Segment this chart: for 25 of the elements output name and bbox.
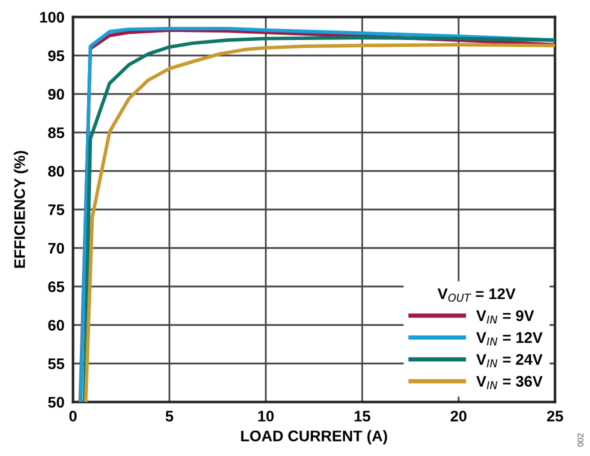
x-tick-label: 10: [258, 410, 274, 422]
y-tick-label: 80: [48, 166, 64, 177]
y-axis-title: EFFICIENCY (%): [14, 150, 28, 268]
x-tick-label: 0: [69, 410, 77, 422]
x-axis-title: LOAD CURRENT (A): [241, 430, 388, 444]
legend-label: V$_{IN}$ = 24V: [476, 354, 543, 368]
y-tick-label: 65: [48, 281, 64, 292]
legend-label: V$_{IN}$ = 9V: [476, 310, 534, 324]
legend-label: V$_{IN}$ = 36V: [476, 376, 543, 390]
x-tick-label: 20: [450, 410, 466, 422]
x-tick-label: 25: [547, 410, 564, 422]
legend-title: V$_{OUT}$ = 12V: [438, 288, 516, 302]
y-tick-label: 100: [40, 12, 64, 23]
x-tick-label: 5: [166, 410, 174, 422]
x-tick-label: 15: [354, 410, 370, 422]
legend-label: V$_{IN}$ = 12V: [476, 332, 543, 346]
text: 002: [577, 433, 584, 447]
y-tick-label: 90: [48, 88, 64, 100]
y-tick-label: 85: [48, 127, 64, 138]
y-tick-label: 70: [48, 242, 64, 254]
y-tick-label: 95: [48, 50, 64, 62]
y-tick-label: 50: [48, 396, 64, 408]
y-tick-label: 75: [48, 204, 64, 216]
y-tick-label: 60: [48, 320, 64, 331]
y-tick-label: 55: [48, 358, 64, 370]
